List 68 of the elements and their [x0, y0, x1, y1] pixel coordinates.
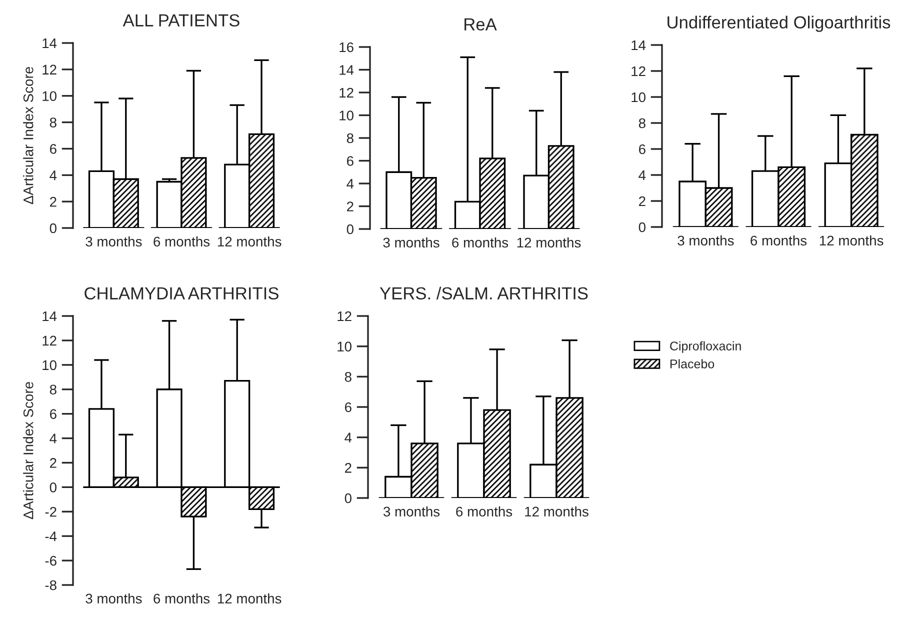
y-tick-label: 12 — [632, 66, 646, 76]
y-tick-label: 6 — [50, 409, 56, 419]
y-tick-label: 2 — [345, 463, 352, 473]
x-tick-label: 6 months — [456, 506, 512, 517]
y-tick-label: 6 — [50, 144, 56, 154]
x-tick-label: 6 months — [154, 593, 210, 604]
x-tick-label: 3 months — [383, 506, 440, 517]
x-tick-label: 3 months — [383, 237, 440, 248]
y-tick-label: 4 — [50, 434, 57, 444]
y-tick-label: 4 — [344, 432, 352, 442]
x-tick-label: 12 months — [820, 235, 884, 246]
y-tick-label: 0 — [638, 222, 646, 232]
y-tick-label: 8 — [638, 118, 646, 128]
y-tick-label: 4 — [50, 170, 57, 180]
chart-title: Undifferentiated Oligoarthritis — [668, 16, 890, 32]
y-tick-label: -6 — [45, 556, 56, 566]
chart-title: YERS. /SALM. ARTHRITIS — [380, 286, 588, 300]
chart-title: ReA — [464, 18, 497, 31]
y-tick-label: 12 — [338, 311, 352, 322]
y-tick-label: 14 — [42, 38, 57, 48]
y-tick-label: 2 — [50, 196, 56, 207]
y-tick-label: 16 — [340, 42, 354, 52]
x-tick-label: 6 months — [452, 237, 508, 248]
y-tick-label: 6 — [347, 156, 354, 166]
x-tick-label: 3 months — [86, 236, 142, 247]
legend-label: Placebo — [670, 359, 714, 368]
y-tick-label: -2 — [45, 506, 56, 517]
y-tick-label: 0 — [344, 493, 352, 504]
x-tick-label: 6 months — [750, 235, 807, 246]
y-tick-label: 10 — [632, 92, 646, 102]
y-axis-title: ΔArticular Index Score — [23, 67, 34, 204]
y-tick-label: 12 — [42, 64, 56, 74]
y-tick-label: 14 — [42, 311, 57, 322]
y-tick-label: 0 — [50, 482, 56, 492]
chart-title: CHLAMYDIA ARTHRITIS — [84, 287, 278, 300]
y-tick-label: 10 — [42, 91, 56, 102]
y-tick-label: -4 — [45, 532, 57, 542]
y-tick-label: 0 — [50, 223, 56, 234]
y-tick-label: 0 — [346, 224, 354, 234]
y-tick-label: -8 — [45, 580, 56, 590]
chart-title: ALL PATIENTS — [122, 14, 240, 27]
x-tick-label: 12 months — [517, 237, 581, 248]
y-tick-label: 8 — [344, 372, 352, 382]
y-tick-label: 12 — [42, 336, 56, 346]
y-tick-label: 10 — [340, 110, 354, 120]
y-tick-label: 4 — [638, 170, 646, 180]
y-tick-label: 4 — [346, 178, 354, 189]
y-tick-label: 10 — [338, 342, 352, 352]
y-axis-title: ΔArticular Index Score — [23, 382, 34, 520]
x-tick-label: 3 months — [678, 235, 734, 246]
legend-label: Ciprofloxacin — [670, 341, 741, 353]
y-tick-label: 8 — [346, 133, 354, 144]
y-tick-label: 14 — [632, 40, 646, 50]
y-tick-label: 12 — [340, 88, 354, 98]
x-tick-label: 12 months — [525, 506, 588, 517]
y-tick-label: 8 — [50, 118, 56, 128]
y-tick-label: 6 — [345, 402, 352, 412]
x-tick-label: 12 months — [218, 593, 282, 604]
y-tick-label: 8 — [50, 384, 56, 395]
y-tick-label: 14 — [340, 65, 354, 75]
y-tick-label: 2 — [639, 196, 646, 206]
y-tick-label: 10 — [42, 360, 56, 370]
x-tick-label: 6 months — [154, 236, 210, 247]
x-tick-label: 3 months — [86, 593, 142, 604]
y-tick-label: 6 — [639, 144, 646, 154]
y-tick-label: 2 — [50, 458, 56, 468]
x-tick-label: 12 months — [218, 236, 282, 247]
y-tick-label: 2 — [347, 202, 354, 212]
